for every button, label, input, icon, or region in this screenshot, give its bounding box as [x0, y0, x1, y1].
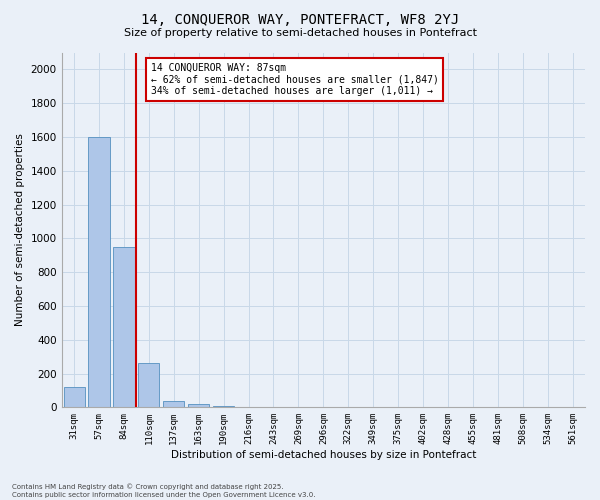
Bar	[64, 387, 85, 407]
Text: 14, CONQUEROR WAY, PONTEFRACT, WF8 2YJ: 14, CONQUEROR WAY, PONTEFRACT, WF8 2YJ	[141, 12, 459, 26]
Bar	[163, 402, 184, 407]
Text: 14 CONQUEROR WAY: 87sqm
← 62% of semi-detached houses are smaller (1,847)
34% of: 14 CONQUEROR WAY: 87sqm ← 62% of semi-de…	[151, 63, 439, 96]
Text: Size of property relative to semi-detached houses in Pontefract: Size of property relative to semi-detach…	[124, 28, 476, 38]
Bar	[138, 364, 160, 408]
Bar	[188, 404, 209, 407]
Y-axis label: Number of semi-detached properties: Number of semi-detached properties	[15, 134, 25, 326]
X-axis label: Distribution of semi-detached houses by size in Pontefract: Distribution of semi-detached houses by …	[170, 450, 476, 460]
Bar	[113, 247, 134, 408]
Text: Contains HM Land Registry data © Crown copyright and database right 2025.
Contai: Contains HM Land Registry data © Crown c…	[12, 484, 316, 498]
Bar	[213, 406, 234, 407]
Bar	[88, 137, 110, 407]
